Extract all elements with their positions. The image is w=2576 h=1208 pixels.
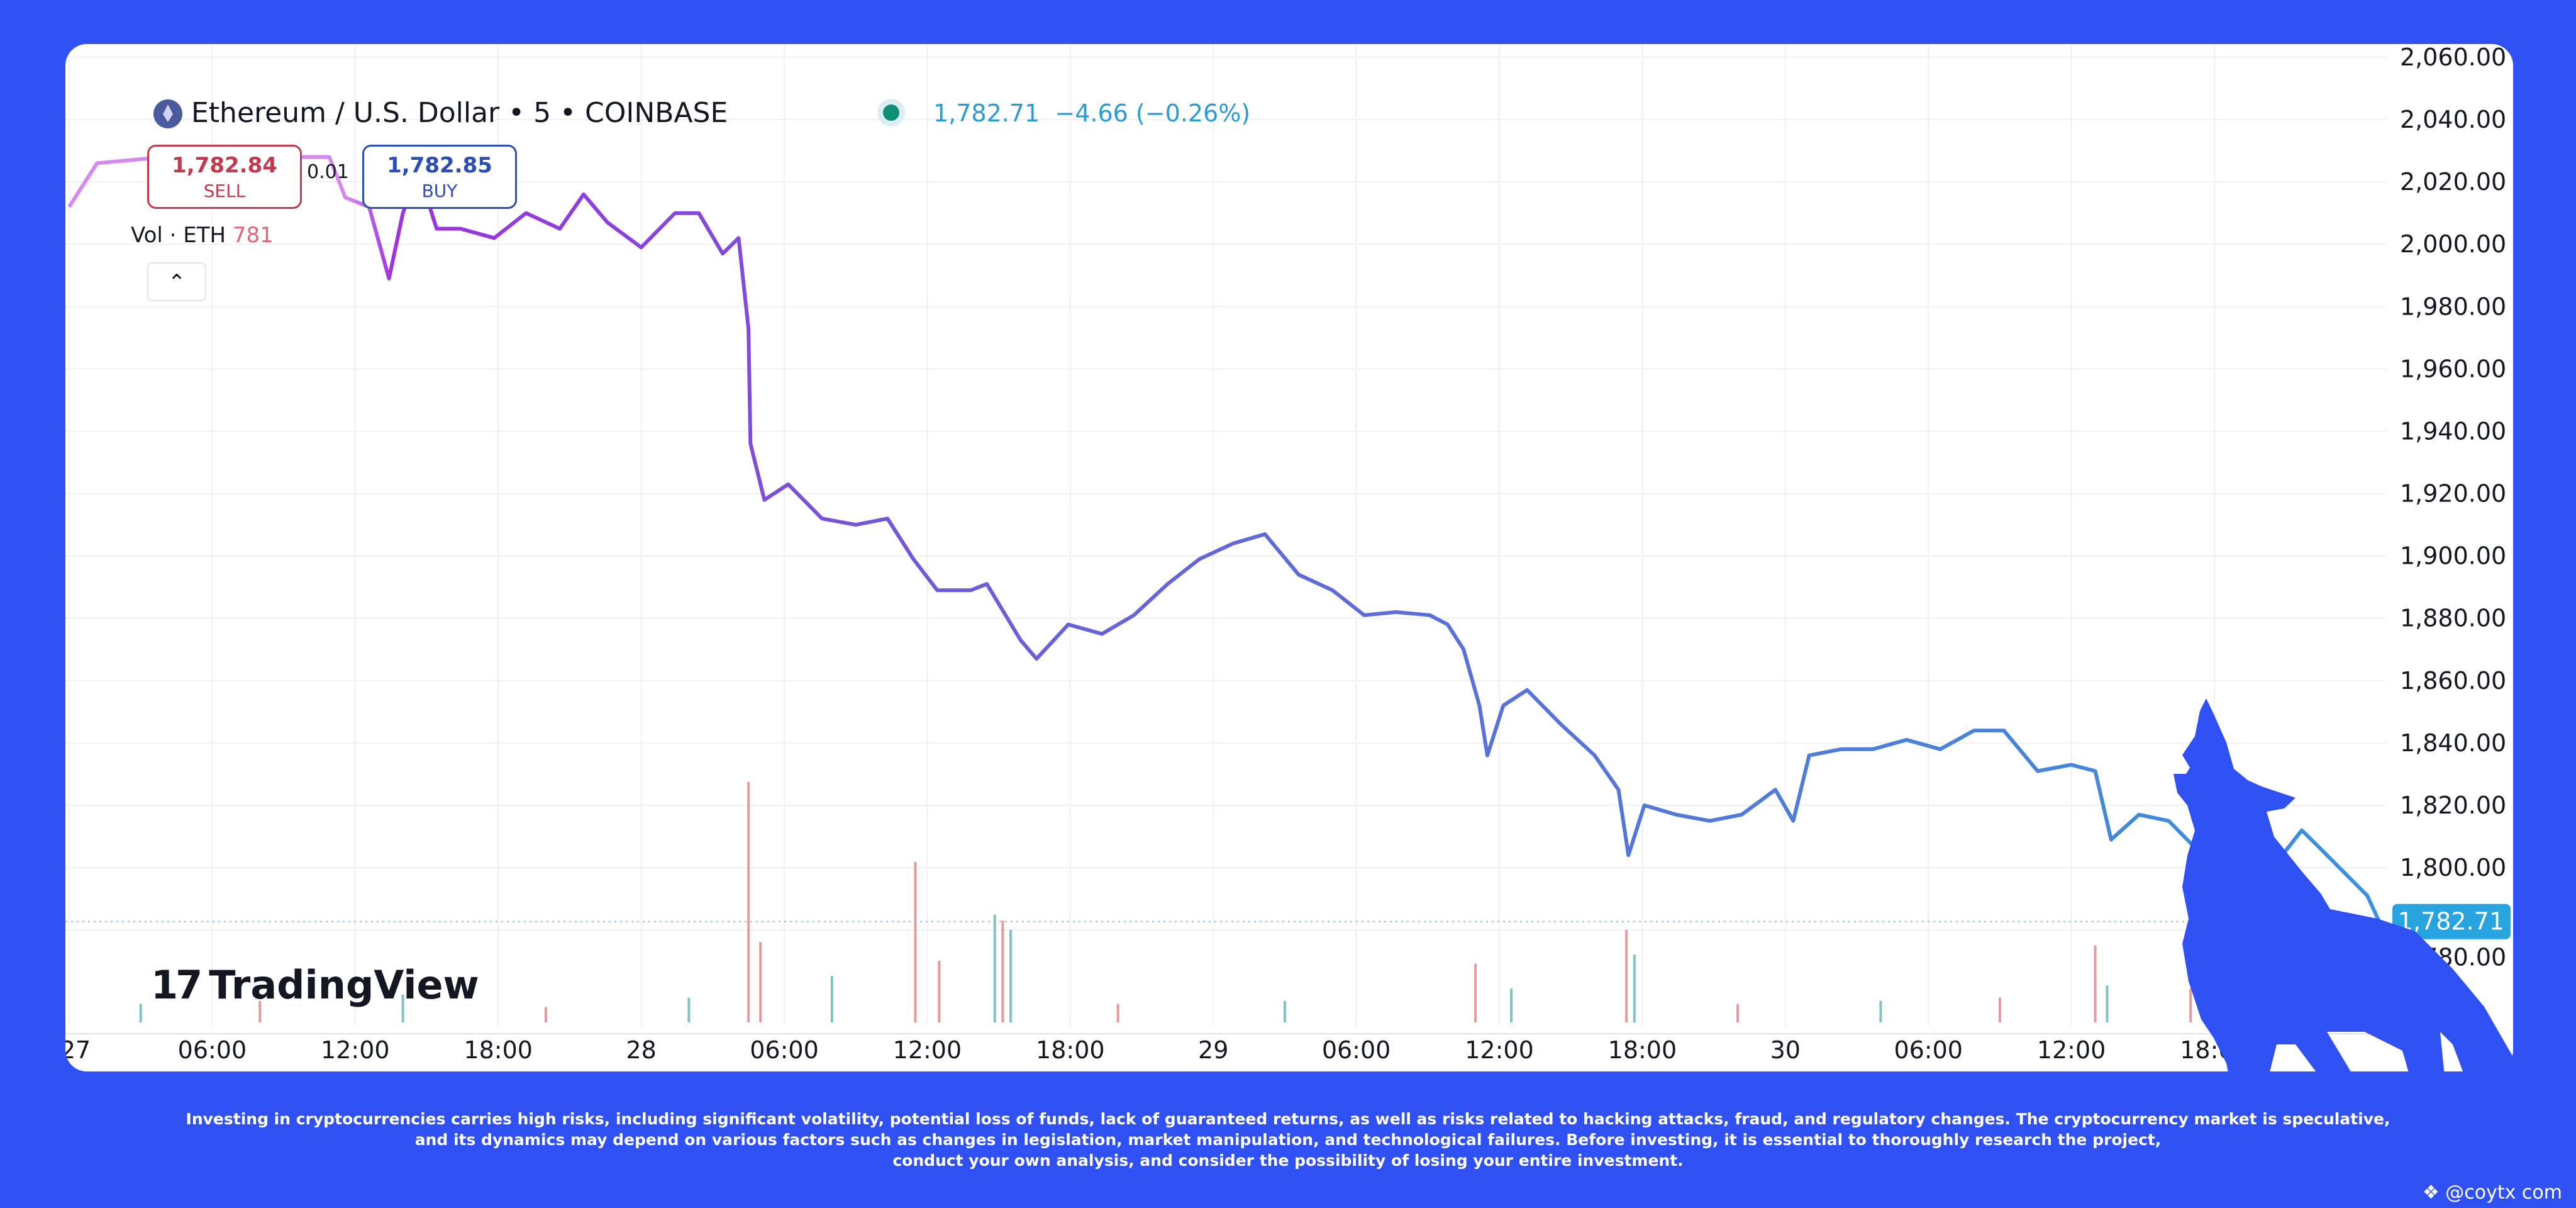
volume-bar <box>1879 1000 1882 1022</box>
volume-bar <box>258 1000 262 1022</box>
y-tick-label: 1,860.00 <box>2400 667 2506 695</box>
buy-label: BUY <box>421 181 458 201</box>
x-tick-label: 06:00 <box>1894 1036 1963 1064</box>
price-change: −4.66 (−0.26%) <box>1055 99 1251 127</box>
sell-button[interactable]: 1,782.84 SELL <box>147 145 302 209</box>
x-tick-label: 27 <box>65 1036 91 1064</box>
disclaimer-line: and its dynamics may depend on various f… <box>414 1131 2162 1149</box>
volume-bar <box>1625 930 1628 1022</box>
buy-button[interactable]: 1,782.85 BUY <box>362 145 517 209</box>
volume-bar <box>759 942 762 1022</box>
y-tick-label: 2,000.00 <box>2400 230 2506 258</box>
volume-bar <box>687 997 691 1022</box>
x-tick-label: 18:00 <box>1036 1036 1105 1064</box>
volume-bar <box>914 862 917 1022</box>
x-tick-label: 12:00 <box>893 1036 962 1064</box>
volume-value: 781 <box>232 223 274 248</box>
x-tick-label: 30 <box>1770 1036 1801 1064</box>
y-tick-label: 1,800.00 <box>2400 854 2506 881</box>
x-tick-label: 18:00 <box>1608 1036 1677 1064</box>
logo-text: TradingView <box>209 962 479 1008</box>
volume-bar <box>1116 1004 1119 1022</box>
y-tick-label: 1,840.00 <box>2400 729 2506 757</box>
x-tick-label: 18:00 <box>464 1036 533 1064</box>
volume-bar <box>747 781 750 1022</box>
x-tick-label: 29 <box>1198 1036 1228 1064</box>
disclaimer-line: conduct your own analysis, and consider … <box>892 1151 1684 1170</box>
y-tick-label: 1,940.00 <box>2400 417 2506 445</box>
market-status-icon <box>883 104 899 121</box>
y-tick-label: 1,880.00 <box>2400 605 2506 632</box>
x-tick-label: 12:00 <box>2037 1036 2106 1064</box>
disclaimer-line: Investing in cryptocurrencies carries hi… <box>186 1110 2390 1128</box>
watermark-text: @coytx com <box>2445 1182 2562 1204</box>
y-tick-label: 2,040.00 <box>2400 106 2506 133</box>
volume-bar <box>2094 945 2097 1022</box>
y-tick-label: 1,960.00 <box>2400 355 2506 383</box>
spread: 0.01 <box>307 161 349 183</box>
volume-bar <box>1474 963 1477 1022</box>
buy-price: 1,782.85 <box>387 153 492 178</box>
volume-bar <box>1283 1000 1286 1022</box>
chevron-up-icon[interactable]: ⌃ <box>147 262 206 301</box>
y-tick-label: 2,060.00 <box>2400 44 2506 71</box>
volume-bar <box>139 1004 142 1022</box>
x-tick-label: 06:00 <box>750 1036 819 1064</box>
tradingview-logo: 17 TradingView <box>151 962 479 1008</box>
volume-bar <box>938 961 941 1022</box>
volume-bar <box>2106 985 2109 1022</box>
sell-label: SELL <box>203 181 246 201</box>
y-tick-label: 1,820.00 <box>2400 791 2506 819</box>
volume-bar <box>1633 954 1636 1022</box>
volume-bar <box>1509 988 1513 1022</box>
x-tick-label: 12:00 <box>1465 1036 1534 1064</box>
y-tick-label: 1,920.00 <box>2400 480 2506 508</box>
volume-legend: Vol · ETH 781 <box>131 223 274 248</box>
price-line <box>67 155 2381 922</box>
last-price-tag <box>2392 903 2511 939</box>
volume-bar <box>1001 920 1004 1022</box>
x-tick-label: 12:00 <box>321 1036 390 1064</box>
x-tick-label: 06:00 <box>1322 1036 1391 1064</box>
volume-bar <box>993 914 996 1022</box>
last-price: 1,782.71 <box>933 99 1040 127</box>
volume-bar <box>2189 988 2192 1022</box>
watermark: ❖ @coytx com <box>2422 1182 2562 1204</box>
y-tick-label: 1,900.00 <box>2400 542 2506 570</box>
volume-bar <box>545 1007 547 1022</box>
volume-bar <box>1009 930 1013 1022</box>
volume-bar <box>401 994 404 1022</box>
volume-bar <box>1998 997 2001 1022</box>
x-tick-label: 28 <box>626 1036 656 1064</box>
y-tick-label: 2,020.00 <box>2400 168 2506 196</box>
volume-label: Vol · ETH <box>131 223 226 248</box>
price-quote: 1,782.71 −4.66 (−0.26%) <box>933 99 1250 127</box>
last-price-tag-label: 1,782.71 <box>2398 908 2504 936</box>
chart-panel: 2,060.00 2,040.00 2,020.00 2,000.00 1,980.00… <box>65 44 2513 1071</box>
symbol-title[interactable]: Ethereum / U.S. Dollar • 5 • COINBASE <box>191 97 728 129</box>
volume-bar <box>1736 1004 1739 1022</box>
volume-bar <box>830 976 833 1022</box>
sell-price: 1,782.84 <box>172 153 277 178</box>
y-tick-label: 1,980.00 <box>2400 293 2506 320</box>
risk-disclaimer: Investing in cryptocurrencies carries hi… <box>0 1109 2576 1171</box>
ethereum-icon <box>153 99 182 128</box>
x-tick-label: 06:00 <box>178 1036 247 1064</box>
